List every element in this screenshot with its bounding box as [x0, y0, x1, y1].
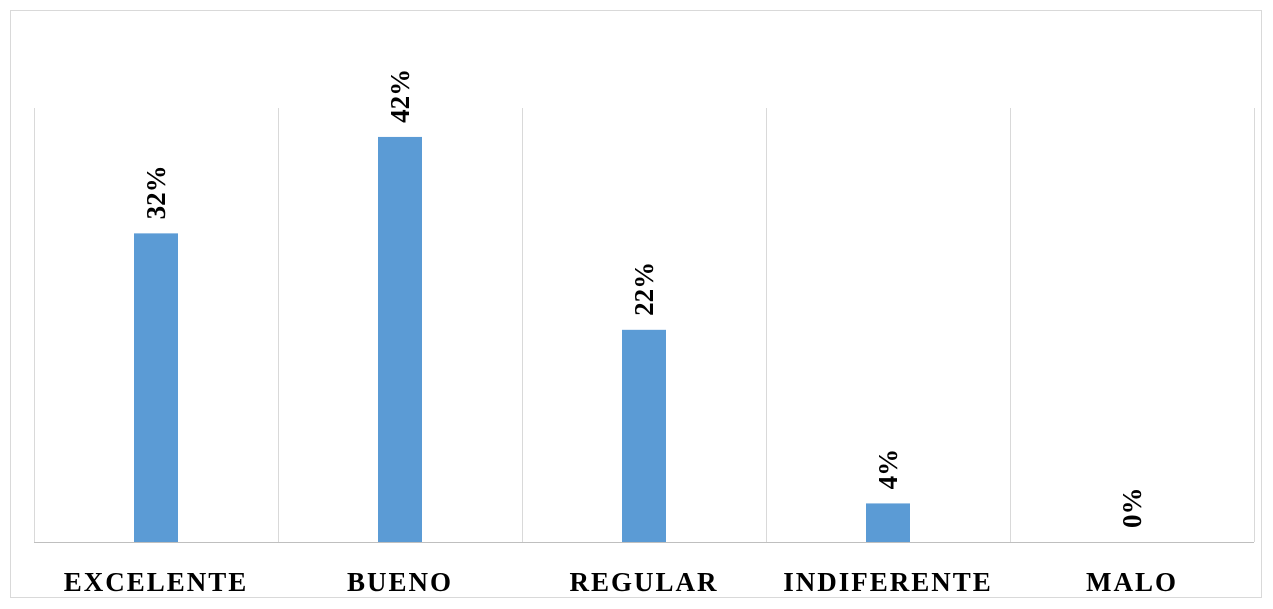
bar-regular: [622, 329, 666, 542]
bar-excelente: [134, 233, 178, 542]
grid-lines: [34, 108, 1255, 543]
category-label-excelente: EXCELENTE: [64, 567, 249, 597]
bars: [134, 136, 910, 542]
data-label-bueno: 42%: [385, 69, 415, 123]
data-label-malo: 0%: [1117, 488, 1147, 529]
category-label-regular: REGULAR: [569, 567, 718, 597]
category-label-indiferente: INDIFERENTE: [783, 567, 993, 597]
bar-indiferente: [866, 503, 910, 542]
category-label-malo: MALO: [1086, 567, 1178, 597]
category-label-bueno: BUENO: [347, 567, 453, 597]
bar-bueno: [378, 136, 422, 542]
data-label-regular: 22%: [629, 262, 659, 316]
data-label-excelente: 32%: [141, 165, 171, 219]
data-label-indiferente: 4%: [873, 449, 903, 490]
data-labels: 32% 42% 22% 4% 0%: [141, 69, 1147, 528]
category-labels: EXCELENTE BUENO REGULAR INDIFERENTE MALO: [64, 567, 1178, 597]
